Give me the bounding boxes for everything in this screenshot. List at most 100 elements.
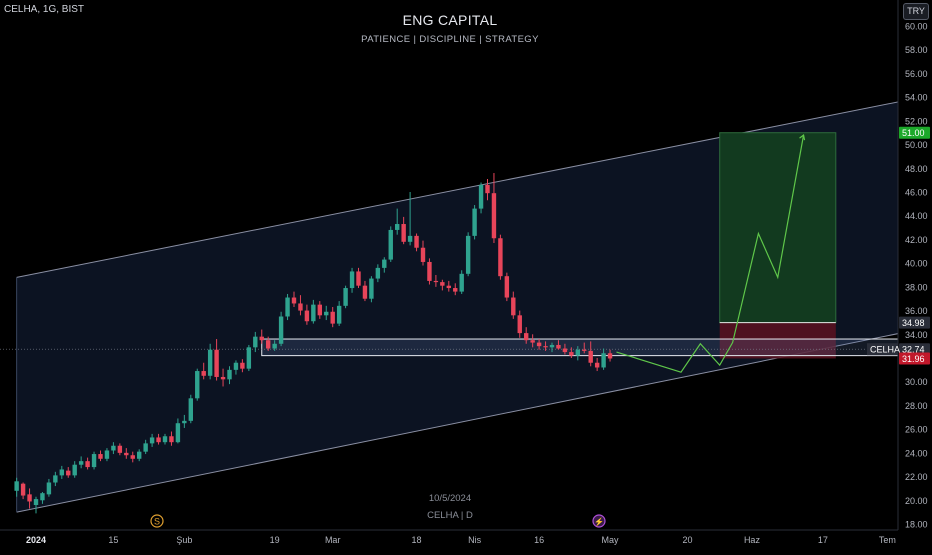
candle-body: [446, 285, 451, 289]
candle-body: [524, 333, 529, 341]
candle-body: [266, 340, 271, 349]
candles: [14, 173, 613, 514]
candle-body: [556, 344, 561, 349]
y-tick-label: 22.00: [905, 472, 928, 482]
y-tick-label: 54.00: [905, 93, 928, 103]
candle-body: [227, 369, 232, 380]
candle-body: [401, 224, 406, 242]
y-tick-label: 34.00: [905, 330, 928, 340]
y-tick-label: 38.00: [905, 282, 928, 292]
candle-body: [362, 285, 368, 299]
candle-body: [304, 310, 310, 322]
candle-body: [130, 455, 135, 459]
candle-body: [59, 469, 64, 476]
candle-body: [233, 362, 239, 370]
x-tick-label: 2024: [26, 535, 46, 545]
candle-body: [201, 371, 206, 376]
y-axis-panel: [898, 0, 932, 550]
x-tick-label: 16: [534, 535, 544, 545]
candle-body: [536, 342, 542, 347]
candle-body: [478, 184, 484, 209]
candle-body: [349, 271, 355, 289]
x-tick-label: 15: [108, 535, 118, 545]
candle-body: [137, 451, 142, 459]
candle-body: [40, 493, 45, 501]
candle-body: [459, 273, 464, 292]
candle-body: [407, 235, 413, 242]
candle-body: [85, 461, 90, 468]
candle-body: [98, 454, 103, 459]
price-label-bg: [899, 316, 930, 329]
candle-body: [278, 316, 284, 344]
y-tick-label: 60.00: [905, 22, 928, 32]
candle-body: [356, 271, 361, 286]
candle-body: [336, 305, 342, 324]
candle-body: [91, 454, 97, 468]
candle-body: [317, 304, 322, 316]
candle-body: [169, 436, 174, 443]
candle-body: [511, 297, 516, 316]
candle-body: [27, 494, 32, 502]
dividend-marker-label: S: [154, 517, 160, 527]
currency-button[interactable]: TRY: [903, 3, 929, 20]
price-label: 31.96: [902, 354, 925, 364]
x-tick-label: 19: [270, 535, 280, 545]
y-tick-label: 24.00: [905, 448, 928, 458]
candle-body: [543, 346, 548, 348]
candle-body: [420, 247, 426, 262]
candle-body: [240, 362, 245, 369]
candle-body: [601, 353, 606, 368]
candle-body: [78, 461, 84, 465]
price-label: 34.98: [902, 318, 925, 328]
candle-body: [111, 445, 116, 451]
y-tick-label: 42.00: [905, 235, 928, 245]
symbol-info: CELHA, 1G, BIST: [4, 4, 85, 15]
candle-body: [382, 259, 387, 268]
candle-body: [156, 437, 161, 443]
candle-body: [285, 297, 290, 317]
candle-body: [395, 224, 400, 230]
candle-body: [440, 282, 445, 286]
candle-body: [330, 311, 335, 324]
symbol-tag-bg: [867, 343, 898, 356]
x-tick-label: 18: [412, 535, 422, 545]
candle-body: [117, 445, 123, 453]
x-tick-label: May: [602, 535, 620, 545]
candle-body: [20, 483, 26, 496]
y-tick-label: 56.00: [905, 69, 928, 79]
candle-body: [214, 349, 219, 377]
earnings-marker-label: ⚡: [594, 517, 604, 527]
chart-title: ENG CAPITAL: [402, 12, 498, 28]
dividend-marker-circle: [150, 514, 164, 528]
x-tick-label: 20: [682, 535, 692, 545]
candle-body: [72, 464, 77, 476]
x-tick-label: Haz: [744, 535, 761, 545]
stop-zone: [719, 322, 836, 359]
chart-subtitle: PATIENCE | DISCIPLINE | STRATEGY: [361, 34, 539, 45]
y-tick-label: 46.00: [905, 188, 928, 198]
candle-body: [33, 499, 39, 506]
price-label-bg: [899, 343, 930, 356]
candle-body: [182, 420, 187, 424]
candle-body: [549, 344, 555, 348]
candle-body: [465, 235, 471, 274]
candle-body: [562, 348, 568, 353]
candle-body: [517, 315, 522, 334]
y-tick-label: 30.00: [905, 377, 928, 387]
symbol-tag: CELHA: [870, 345, 900, 355]
candle-body: [433, 280, 439, 283]
watermark-date: 10/5/2024: [428, 493, 472, 504]
candle-body: [569, 352, 574, 356]
candle-body: [188, 398, 193, 421]
candle-body: [498, 238, 503, 277]
x-tick-label: Şub: [176, 535, 192, 545]
candle-body: [14, 481, 19, 491]
candle-body: [575, 349, 580, 356]
candle-body: [375, 267, 381, 279]
candle-body: [298, 303, 303, 311]
candle-body: [594, 362, 600, 368]
candle-body: [46, 482, 52, 495]
candle-body: [246, 347, 252, 369]
